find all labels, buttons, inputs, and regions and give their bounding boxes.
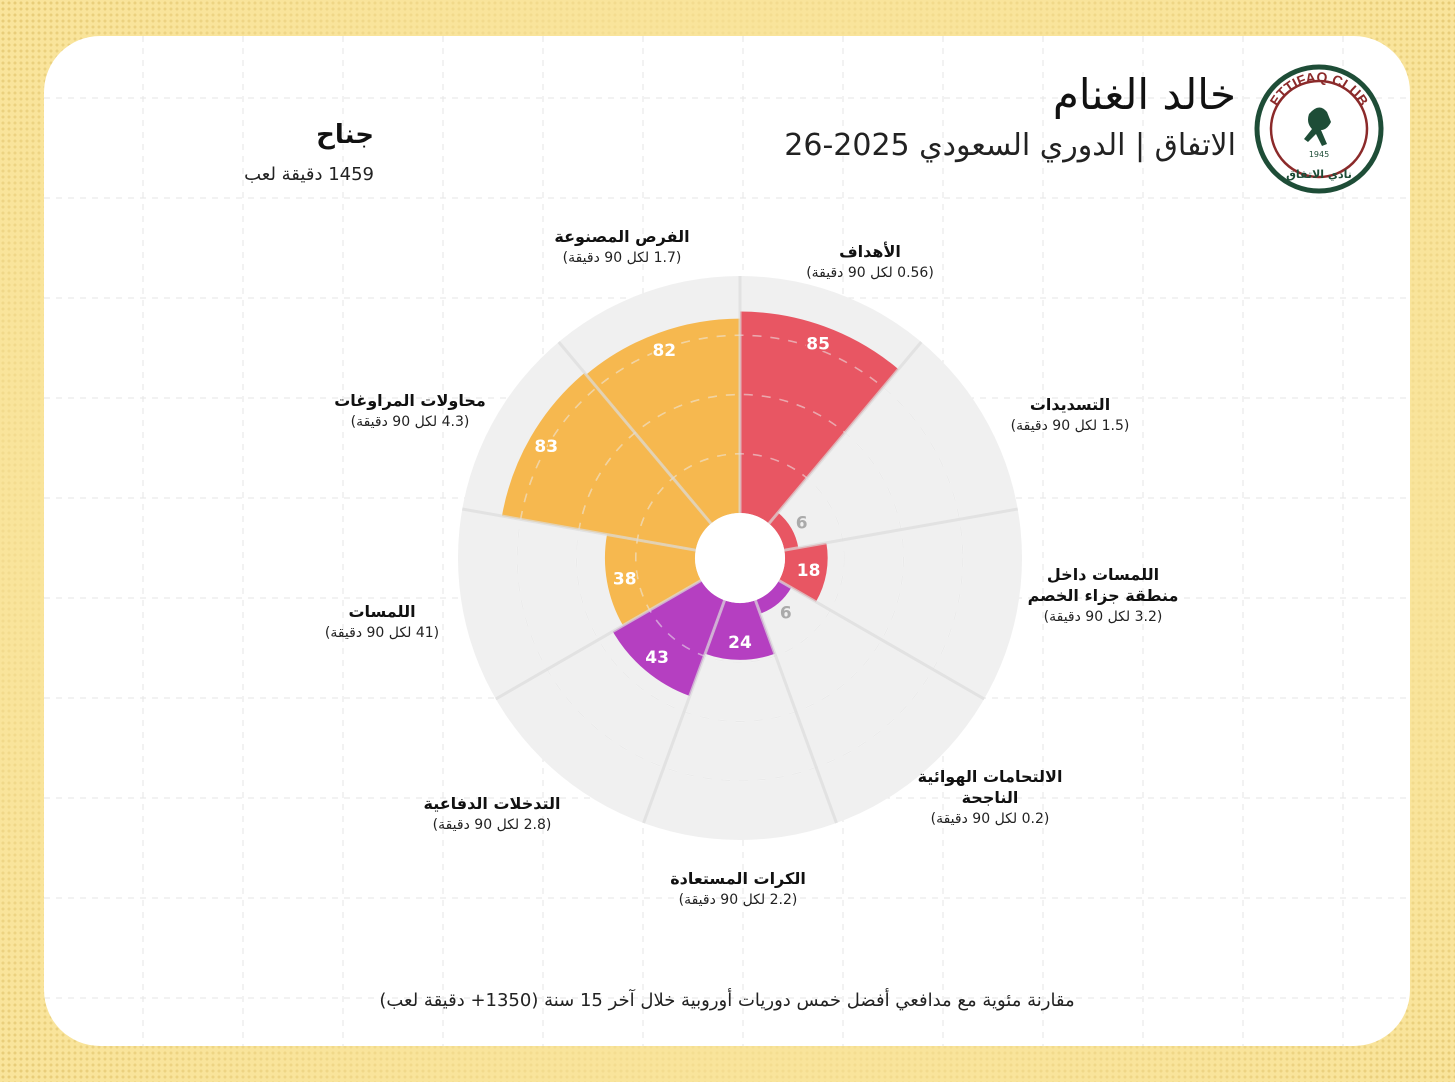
bar-6 [612,580,725,697]
metric-label: الالتحامات الهوائية الناجحة (0.2 لكل 90 دق… [918,766,1063,830]
metric-label: اللمسات (41 لكل 90 دقيقة) [325,601,439,644]
value-label: 85 [806,334,830,354]
player-name: خالد الغنام [1052,70,1236,119]
ring-50 [575,393,905,723]
footer-note: مقارنة مئوية مع مدافعي أفضل خمس دوريات أ… [379,990,1075,1011]
metric-name: الأهداف [839,242,901,261]
metric-label: التسديدات (1.5 لكل 90 دقيقة) [1011,394,1130,437]
bar-4 [755,580,792,614]
value-label: 82 [652,341,676,361]
slice-divider [778,579,985,701]
metric-per90: (4.3 لكل 90 دقيقة) [350,414,470,430]
slice-divider [753,599,838,824]
value-label: 6 [796,513,808,533]
slice-divider [767,341,923,525]
slice-divider [495,579,702,701]
value-label: 6 [780,604,792,624]
team-league-season: الاتفاق | الدوري السعودي 2025-26 [784,128,1236,163]
metric-per90: (1.7 لكل 90 دقيقة) [562,250,682,266]
metric-name: محاولات المراوغات [334,391,486,410]
metric-per90: (41 لكل 90 دقيقة) [324,625,440,641]
svg-text:نادي الاتفاق: نادي الاتفاق [1286,168,1352,181]
metric-label: الأهداف (0.56 لكل 90 دقيقة) [806,241,934,284]
metric-name: اللمسات داخل [1046,565,1160,584]
metric-name: منطقة جزاء الخصم [1027,586,1179,605]
bar-1 [740,311,899,524]
metric-label: اللمسات داخل منطقة جزاء الخصم (3.2 لكل 90 … [1028,564,1179,628]
bar-2 [768,512,799,551]
metric-name: الفرص المصنوعة [554,227,690,246]
metric-name: التسديدات [1029,395,1111,414]
value-label: 38 [613,569,637,589]
slice-divider [557,341,713,525]
value-label: 18 [797,561,821,581]
metric-per90: (3.2 لكل 90 دقيقة) [1043,609,1163,625]
metric-name: اللمسات [348,602,416,621]
slice-divider [642,599,727,824]
metric-per90: (0.56 لكل 90 دقيقة) [806,265,934,281]
metric-label: التدخلات الدفاعية (2.8 لكل 90 دقيقة) [424,793,561,836]
metric-per90: (2.2 لكل 90 دقيقة) [678,892,798,908]
metric-name: التدخلات الدفاعية [423,794,561,813]
club-logo: ETTIFAQ CLUB 1945 نادي الاتفاق [1254,64,1384,194]
minutes-played: 1459 دقيقة لعب [244,164,374,185]
metric-name: الكرات المستعادة [670,869,806,888]
value-label: 43 [645,648,669,668]
metric-label: محاولات المراوغات (4.3 لكل 90 دقيقة) [334,390,486,433]
metric-name: الناجحة [961,788,1019,807]
center-hole [695,513,785,603]
metric-label: الفرص المصنوعة (1.7 لكل 90 دقيقة) [554,226,689,269]
bar-5 [705,600,775,660]
metric-name: الالتحامات الهوائية [917,767,1063,786]
value-label: 83 [534,437,558,457]
bar-7 [604,534,702,626]
svg-text:1945: 1945 [1309,150,1329,159]
metric-per90: (0.2 لكل 90 دقيقة) [930,811,1050,827]
metric-per90: (2.8 لكل 90 دقيقة) [432,817,552,833]
bar-9 [586,318,740,524]
value-label: 24 [728,633,752,653]
metric-per90: (1.5 لكل 90 دقيقة) [1010,418,1130,434]
slice-divider [784,507,1018,552]
slice-divider [462,507,696,552]
metric-label: الكرات المستعادة (2.2 لكل 90 دقيقة) [670,868,806,911]
player-position: جناح [316,120,374,150]
bar-8 [501,372,712,551]
